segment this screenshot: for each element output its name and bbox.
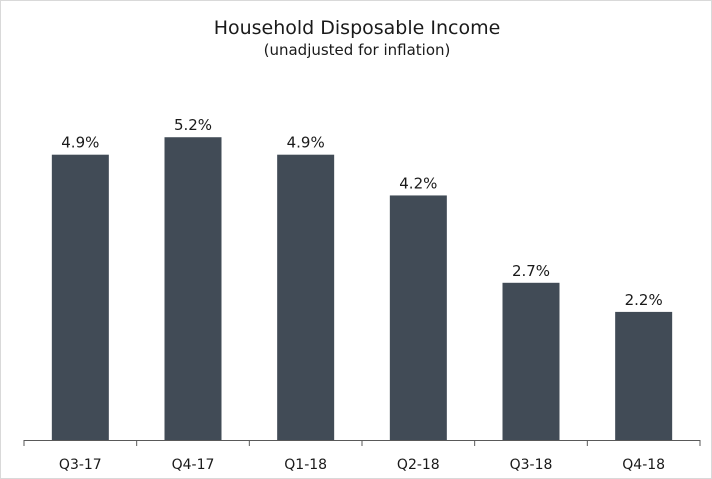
x-tick-label: Q3-17: [59, 457, 102, 473]
x-tick-label: Q2-18: [397, 457, 440, 473]
bar-q4-18: [615, 311, 673, 440]
value-label: 4.9%: [61, 134, 99, 152]
value-label: 5.2%: [174, 116, 212, 134]
chart-subtitle: (unadjusted for inflation): [263, 41, 451, 59]
x-tick-label: Q4-17: [172, 457, 215, 473]
chart-title: Household Disposable Income: [213, 17, 501, 39]
x-axis: Q3-17 Q4-17 Q1-18 Q2-18 Q3-18 Q4-18: [23, 440, 701, 473]
value-label: 4.2%: [399, 174, 437, 192]
x-tick-label: Q4-18: [622, 457, 665, 473]
bar-q1-18: [277, 154, 335, 440]
bars-group: [51, 137, 673, 440]
x-tick-label: Q1-18: [284, 457, 327, 473]
bar-q3-18: [502, 282, 560, 440]
value-label: 2.7%: [512, 262, 550, 280]
bar-q2-18: [389, 195, 447, 440]
value-label: 2.2%: [625, 291, 663, 309]
value-label: 4.9%: [287, 134, 325, 152]
x-tick-label: Q3-18: [510, 457, 553, 473]
bar-q3-17: [51, 154, 109, 440]
bar-q4-17: [164, 137, 222, 440]
value-labels-group: 4.9% 5.2% 4.9% 4.2% 2.7% 2.2%: [61, 116, 662, 309]
